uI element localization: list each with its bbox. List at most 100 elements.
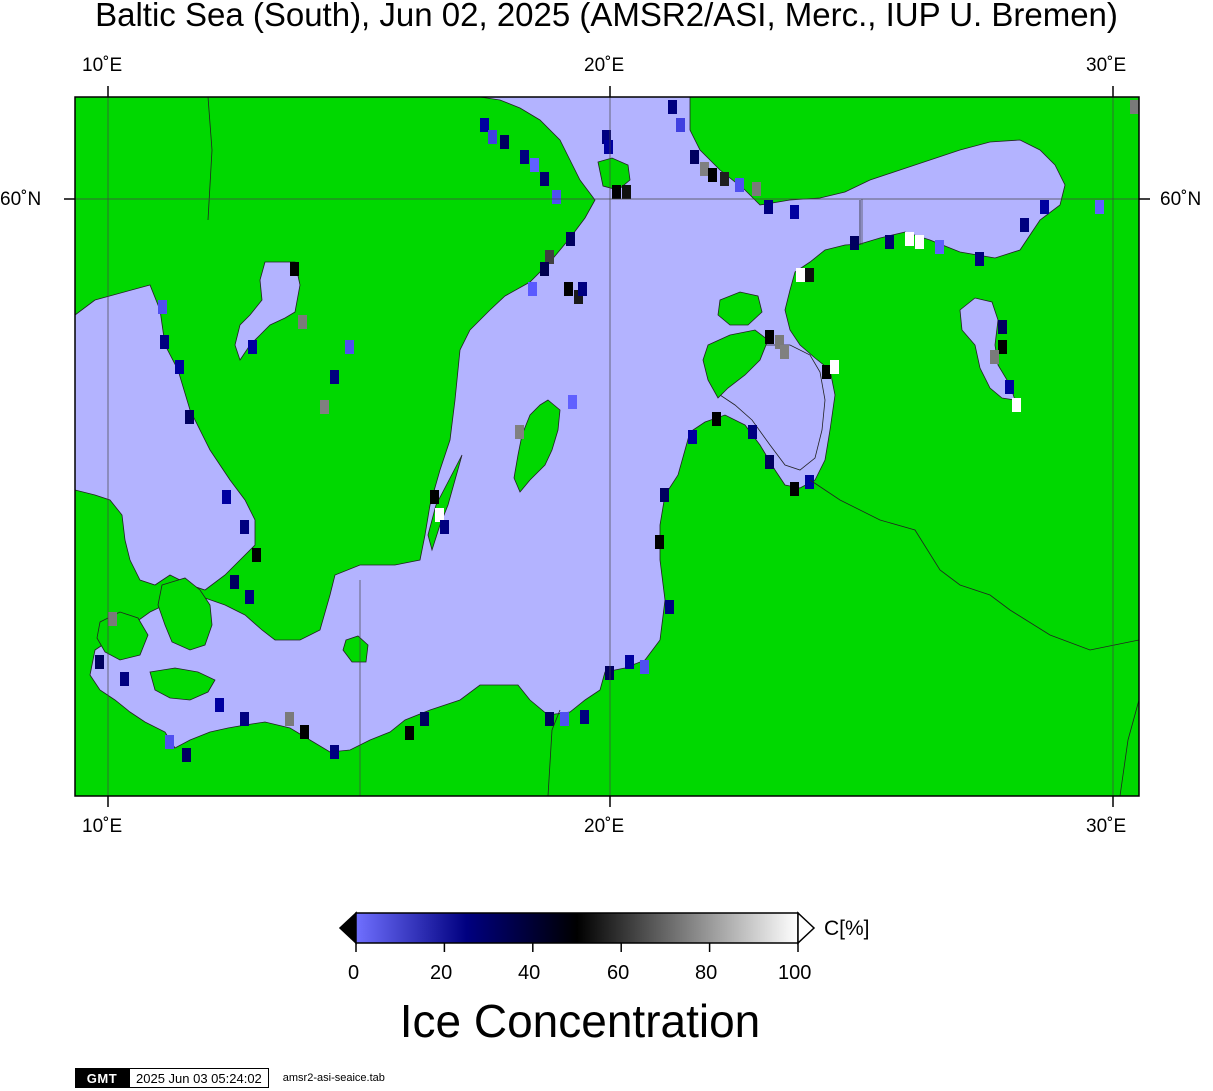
ice-cell	[1040, 200, 1049, 214]
ice-cell	[822, 365, 831, 379]
ice-cell	[108, 612, 117, 626]
saaremaa-island	[702, 329, 769, 399]
ice-cell	[688, 430, 697, 444]
ice-cell	[182, 748, 191, 762]
ice-cell	[765, 455, 774, 469]
ice-cell	[690, 150, 699, 164]
zealand-island	[157, 577, 213, 651]
ice-cell	[580, 710, 589, 724]
ice-cell	[748, 425, 757, 439]
ice-cell	[345, 340, 354, 354]
ice-cell	[605, 666, 614, 680]
ice-cell	[660, 488, 669, 502]
ice-cell	[440, 520, 449, 534]
ice-cell	[530, 158, 539, 172]
ice-cell	[990, 350, 999, 364]
ice-cell	[405, 726, 414, 740]
ice-cell	[998, 320, 1007, 334]
ice-cell	[805, 268, 814, 282]
ice-cell	[252, 548, 261, 562]
ice-cell	[765, 330, 774, 344]
hiiumaa-island	[717, 291, 763, 326]
graticule	[75, 97, 1139, 796]
ice-cell	[435, 508, 444, 522]
top-lon-label-20e: 20˚E	[584, 55, 625, 76]
colorbar-high-arrow	[797, 911, 816, 945]
ice-cell	[1130, 100, 1139, 114]
ice-cell	[185, 410, 194, 424]
colorbar-unit-label: C[%]	[824, 917, 870, 940]
ice-cell	[500, 135, 509, 149]
ice-cell	[540, 172, 549, 186]
ice-cell	[240, 712, 249, 726]
ice-cell	[230, 575, 239, 589]
colorbar-low-arrow	[338, 911, 357, 945]
ice-cell	[752, 182, 761, 196]
ice-cell	[612, 185, 621, 199]
ice-cell	[720, 172, 729, 186]
ice-cell	[566, 232, 575, 246]
ice-cell	[515, 425, 524, 439]
ice-cell	[712, 412, 721, 426]
colorbar-title: Ice Concentration	[399, 995, 761, 1047]
ice-cell	[604, 140, 613, 154]
ice-cell	[285, 712, 294, 726]
ice-cell	[850, 236, 859, 250]
bottom-lon-label-30e: 30˚E	[1086, 816, 1127, 837]
ice-concentration-cells	[95, 100, 1139, 762]
oland-island	[427, 454, 463, 552]
ice-cell	[708, 168, 717, 182]
ice-cell	[564, 282, 573, 296]
ice-cell	[998, 340, 1007, 354]
ice-cell	[700, 162, 709, 176]
ice-cell	[298, 315, 307, 329]
islands	[96, 157, 769, 701]
colorbar-tick-60: 60	[607, 962, 630, 984]
frame-ticks	[64, 86, 1150, 807]
colorbar-gradient	[355, 912, 799, 944]
ice-cell	[1012, 398, 1021, 412]
lolland-island	[149, 667, 216, 701]
left-lat-label-60n: 60˚N	[0, 189, 42, 210]
gotland-island	[513, 399, 561, 493]
ice-cell	[665, 600, 674, 614]
ice-cell	[1005, 380, 1014, 394]
ice-cell	[915, 235, 924, 249]
ice-cell	[222, 490, 231, 504]
top-lon-label-10e: 10˚E	[82, 55, 123, 76]
ice-cell	[1020, 218, 1029, 232]
ice-cell	[245, 590, 254, 604]
ice-cell	[158, 300, 167, 314]
ice-cell	[215, 698, 224, 712]
ice-cell	[175, 360, 184, 374]
colorbar-tick-80: 80	[695, 962, 718, 984]
ice-cell	[248, 340, 257, 354]
bottom-lon-label-10e: 10˚E	[82, 816, 123, 837]
gmt-footer: GMT 2025 Jun 03 05:24:02 amsr2-asi-seaic…	[75, 1068, 385, 1088]
ice-cell	[780, 345, 789, 359]
right-lat-label-60n: 60˚N	[1160, 189, 1202, 210]
ice-cell	[320, 400, 329, 414]
ice-cell	[668, 100, 677, 114]
map-frame	[74, 96, 1140, 797]
ice-cell	[655, 535, 664, 549]
ice-cell	[790, 482, 799, 496]
gmt-command: amsr2-asi-seaice.tab	[282, 1072, 385, 1084]
ice-cell	[488, 130, 497, 144]
gmt-logo: GMT	[75, 1068, 129, 1088]
ice-cell	[120, 672, 129, 686]
colorbar-tick-40: 40	[518, 962, 541, 984]
map-title: Baltic Sea (South), Jun 02, 2025 (AMSR2/…	[95, 0, 1118, 33]
ice-cell	[290, 262, 299, 276]
bottom-lon-label-20e: 20˚E	[584, 816, 625, 837]
bornholm-island	[342, 635, 369, 663]
ice-cell	[480, 118, 489, 132]
colorbar-tick-100: 100	[778, 962, 812, 984]
ice-cell	[574, 290, 583, 304]
ice-cell	[625, 655, 634, 669]
ice-cell	[602, 130, 611, 144]
ice-cell	[540, 262, 549, 276]
ice-cell	[676, 118, 685, 132]
ice-cell	[330, 745, 339, 759]
ice-cell	[975, 252, 984, 266]
